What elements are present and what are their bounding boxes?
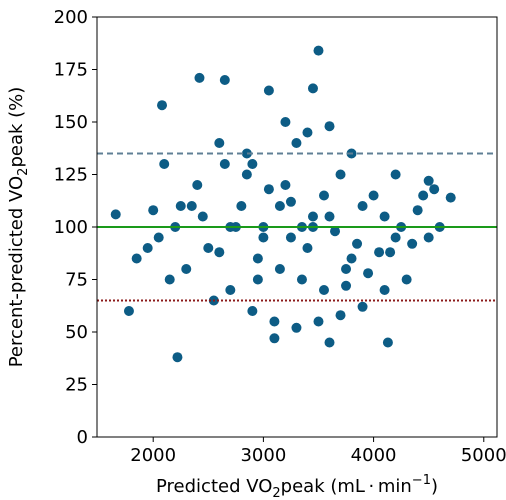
- y-tick-label: 25: [65, 375, 88, 396]
- point: [269, 333, 280, 344]
- y-tick-label: 200: [54, 7, 88, 28]
- point: [192, 180, 203, 190]
- point: [172, 352, 183, 363]
- point: [318, 285, 329, 295]
- point: [335, 310, 346, 321]
- point: [357, 301, 368, 312]
- point: [368, 190, 379, 201]
- point: [423, 175, 434, 186]
- point: [142, 243, 153, 253]
- point: [197, 211, 208, 222]
- point: [307, 211, 318, 222]
- point: [219, 159, 230, 169]
- point: [280, 180, 291, 190]
- point: [363, 268, 374, 279]
- x-tick-label: 4000: [351, 445, 397, 466]
- point: [274, 264, 285, 274]
- point: [280, 117, 291, 127]
- point: [412, 205, 423, 216]
- point: [241, 169, 252, 180]
- point: [247, 159, 258, 169]
- point: [324, 211, 335, 222]
- point: [203, 243, 214, 253]
- point: [274, 201, 285, 211]
- point: [390, 232, 401, 243]
- point: [401, 274, 412, 285]
- point: [285, 232, 296, 243]
- y-axis-label: Percent-predicted VO2peak (%): [6, 87, 31, 368]
- point: [357, 201, 368, 211]
- x-tick-label: 5000: [461, 445, 506, 466]
- point: [153, 232, 164, 243]
- point: [390, 169, 401, 180]
- point: [194, 72, 205, 83]
- point: [247, 306, 258, 316]
- point: [313, 316, 324, 327]
- point: [252, 253, 263, 264]
- y-tick-label: 175: [54, 60, 88, 81]
- point: [241, 148, 252, 159]
- point: [269, 316, 280, 327]
- x-tick-label: 2000: [130, 445, 176, 466]
- point: [307, 83, 318, 94]
- point: [285, 196, 296, 207]
- point: [123, 306, 134, 316]
- point: [236, 201, 247, 211]
- y-tick-label: 50: [65, 322, 88, 343]
- point: [164, 274, 175, 285]
- point: [296, 274, 307, 285]
- point: [159, 159, 170, 169]
- point: [110, 209, 121, 220]
- x-tick-label: 3000: [240, 445, 286, 466]
- point: [318, 190, 329, 201]
- point: [341, 264, 352, 274]
- point: [258, 232, 269, 243]
- point: [418, 190, 429, 201]
- point: [335, 169, 346, 180]
- point: [379, 285, 390, 295]
- point: [302, 243, 313, 253]
- point: [148, 205, 159, 216]
- point: [186, 201, 197, 211]
- point: [225, 285, 236, 295]
- point: [157, 100, 168, 111]
- point: [407, 238, 418, 249]
- point: [423, 232, 434, 243]
- point: [291, 322, 302, 333]
- point: [263, 85, 274, 96]
- point: [324, 121, 335, 132]
- y-tick-label: 100: [54, 217, 88, 238]
- point: [252, 274, 263, 285]
- point: [263, 184, 274, 195]
- y-tick-label: 150: [54, 112, 88, 133]
- point: [330, 226, 341, 237]
- point: [385, 247, 396, 258]
- point: [131, 253, 142, 264]
- y-tick-label: 0: [77, 427, 88, 448]
- y-tick-label: 75: [65, 270, 88, 291]
- point: [346, 253, 357, 264]
- point: [324, 337, 335, 348]
- point: [429, 184, 440, 195]
- point: [219, 75, 230, 85]
- point: [181, 264, 192, 274]
- y-tick-label: 125: [54, 165, 88, 186]
- point: [175, 201, 186, 211]
- point: [379, 211, 390, 222]
- plot-frame: [96, 16, 498, 438]
- point: [313, 45, 324, 56]
- point: [382, 337, 393, 348]
- point: [374, 247, 385, 258]
- point: [352, 238, 363, 249]
- point: [341, 280, 352, 291]
- point: [214, 247, 225, 258]
- point: [445, 192, 456, 203]
- x-axis-label: Predicted VO2peak (mL · min−1): [156, 473, 438, 500]
- point: [302, 127, 313, 138]
- point: [214, 138, 225, 148]
- point: [291, 138, 302, 148]
